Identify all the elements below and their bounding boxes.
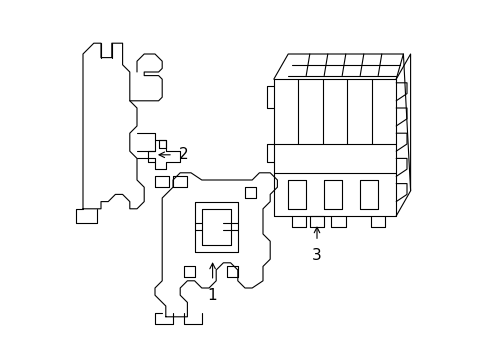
Text: 2: 2 [178, 147, 188, 162]
Text: 1: 1 [208, 288, 218, 303]
Text: 3: 3 [312, 248, 322, 264]
